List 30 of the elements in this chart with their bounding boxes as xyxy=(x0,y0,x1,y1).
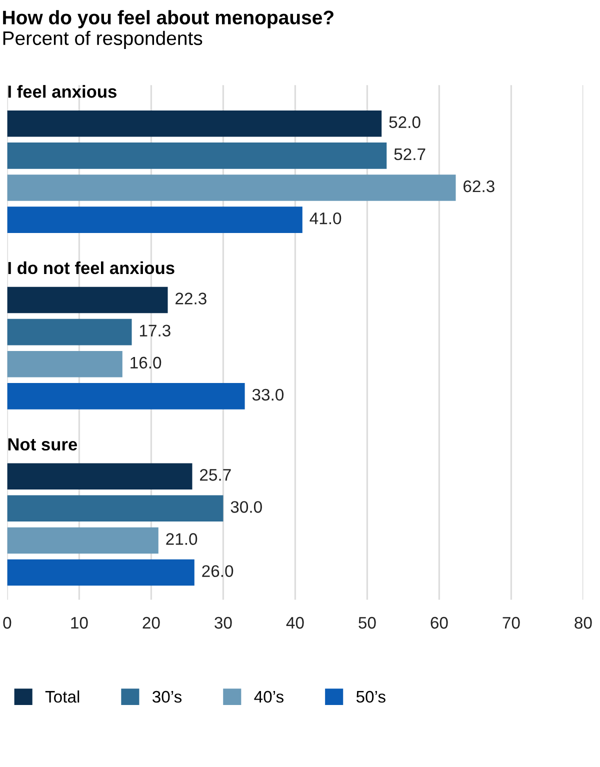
legend-label: 40’s xyxy=(254,690,284,703)
data-label: 16.0 xyxy=(130,356,162,369)
data-label: 22.3 xyxy=(176,292,206,304)
y-tick-label: I feel anxious xyxy=(8,85,116,98)
x-tick-label: 50 xyxy=(358,616,376,629)
x-tick-label: 10 xyxy=(71,616,88,629)
data-label: 25.7 xyxy=(200,469,231,481)
chart-title: How do you feel about menopause? xyxy=(3,10,334,28)
x-tick-label: 0 xyxy=(3,616,12,629)
data-label: 26.0 xyxy=(202,565,234,578)
data-label: 41.0 xyxy=(310,212,342,224)
x-tick-label: 20 xyxy=(142,616,160,629)
x-tick-label: 70 xyxy=(502,616,520,629)
data-label: 30.0 xyxy=(230,501,262,513)
data-label: 33.0 xyxy=(252,388,284,401)
x-tick-label: 60 xyxy=(430,616,448,629)
y-tick-label: Not sure xyxy=(8,438,78,451)
legend-label: Total xyxy=(45,690,80,703)
legend-label: 50’s xyxy=(356,690,386,703)
legend-label: 30’s xyxy=(152,690,182,703)
data-label: 62.3 xyxy=(464,180,494,192)
y-tick-label: I do not feel anxious xyxy=(8,261,174,274)
x-tick-label: 40 xyxy=(286,616,304,629)
data-label: 17.3 xyxy=(140,324,170,337)
data-label: 52.0 xyxy=(389,116,420,128)
x-tick-label: 30 xyxy=(214,616,232,629)
data-label: 52.7 xyxy=(394,148,426,160)
x-tick-label: 80 xyxy=(574,616,592,629)
chart-subtitle: Percent of respondents xyxy=(3,30,202,49)
data-label: 21.0 xyxy=(166,533,198,545)
